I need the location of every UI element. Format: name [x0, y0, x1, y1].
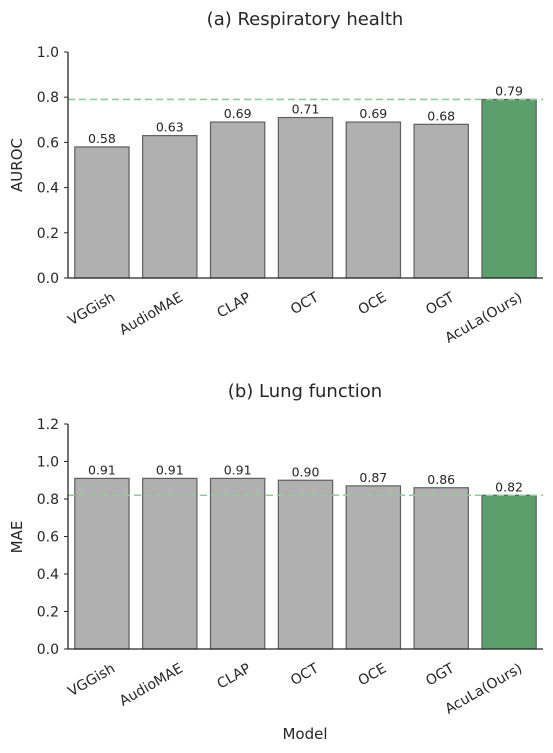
y-axis-label: MAE [8, 521, 26, 554]
data-label: 0.90 [292, 464, 320, 479]
x-tick-label: OGT [423, 289, 457, 318]
y-tick-label: 1.0 [37, 45, 59, 61]
x-axis-label: Model [282, 725, 327, 743]
x-tick-label: VGGish [65, 661, 117, 701]
data-label: 0.91 [224, 462, 252, 477]
bar-clap [209, 121, 266, 279]
bar-audiomae [142, 477, 198, 650]
data-label: 0.87 [359, 470, 387, 485]
data-label: 0.91 [88, 462, 116, 477]
x-tick-label: OGT [423, 660, 457, 689]
x-tick-label: AcuLa(Ours) [442, 290, 525, 347]
bar-vggish [74, 146, 130, 279]
bar-acula-ours [481, 494, 537, 650]
data-label: 0.63 [156, 120, 184, 135]
bar-acula-ours [481, 98, 537, 279]
bar-oce [345, 121, 402, 279]
y-tick-label: 0.0 [37, 271, 59, 287]
y-tick-label: 1.2 [37, 417, 59, 433]
y-tick-label: 1.0 [37, 455, 59, 471]
y-tick-label: 0.4 [37, 181, 59, 197]
y-tick-label: 0.6 [37, 530, 59, 546]
x-tick-label: AudioMAE [117, 661, 186, 710]
data-label: 0.58 [88, 131, 116, 146]
bar-oct [277, 479, 334, 650]
bar-oce [345, 485, 402, 650]
data-label: 0.82 [495, 479, 523, 494]
x-tick-label: AcuLa(Ours) [442, 661, 525, 718]
y-tick-label: 0.8 [37, 492, 59, 508]
data-label: 0.79 [495, 83, 523, 98]
chart-title: (a) Respiratory health [207, 9, 404, 30]
y-tick-label: 0.8 [37, 90, 59, 106]
bar-ogt [413, 123, 469, 279]
x-tick-label: OCT [288, 289, 322, 318]
x-tick-label: CLAP [215, 290, 254, 322]
plot-area: 0.58 0.63 0.69 0.71 0.69 0.68 0.79 0.0 0.2 0.4 0.6… [37, 45, 543, 347]
data-label: 0.71 [292, 102, 320, 117]
chart-title: (b) Lung function [228, 381, 382, 402]
x-tick-label: OCE [356, 661, 390, 690]
bar-audiomae [142, 135, 198, 279]
data-label: 0.86 [427, 472, 455, 487]
x-tick-label: OCT [288, 660, 322, 689]
plot-area: 0.91 0.91 0.91 0.90 0.87 0.86 0.82 0.0 0.2 0.4 0.6… [37, 417, 543, 718]
y-tick-label: 0.2 [37, 605, 59, 621]
y-tick-label: 0.0 [37, 642, 59, 658]
x-tick-label: AudioMAE [117, 290, 186, 339]
panel-respiratory-health: (a) Respiratory health AUROC 0.58 0.63 0.6… [8, 9, 543, 347]
data-label: 0.68 [427, 108, 455, 123]
x-tick-label: VGGish [65, 290, 117, 330]
bar-oct [277, 116, 334, 279]
data-label: 0.91 [156, 462, 184, 477]
y-tick-label: 0.6 [37, 135, 59, 151]
y-axis-label: AUROC [8, 138, 26, 192]
x-tick-label: OCE [356, 290, 390, 319]
y-tick-label: 0.2 [37, 226, 59, 242]
y-tick-label: 0.4 [37, 567, 59, 583]
bar-clap [209, 477, 266, 650]
data-label: 0.69 [359, 106, 387, 121]
bar-ogt [413, 487, 469, 650]
data-label: 0.69 [224, 106, 252, 121]
x-tick-label: CLAP [215, 661, 254, 693]
bar-vggish [74, 477, 130, 650]
panel-lung-function: (b) Lung function MAE Model 0.91 0.91 0.91… [8, 381, 543, 743]
